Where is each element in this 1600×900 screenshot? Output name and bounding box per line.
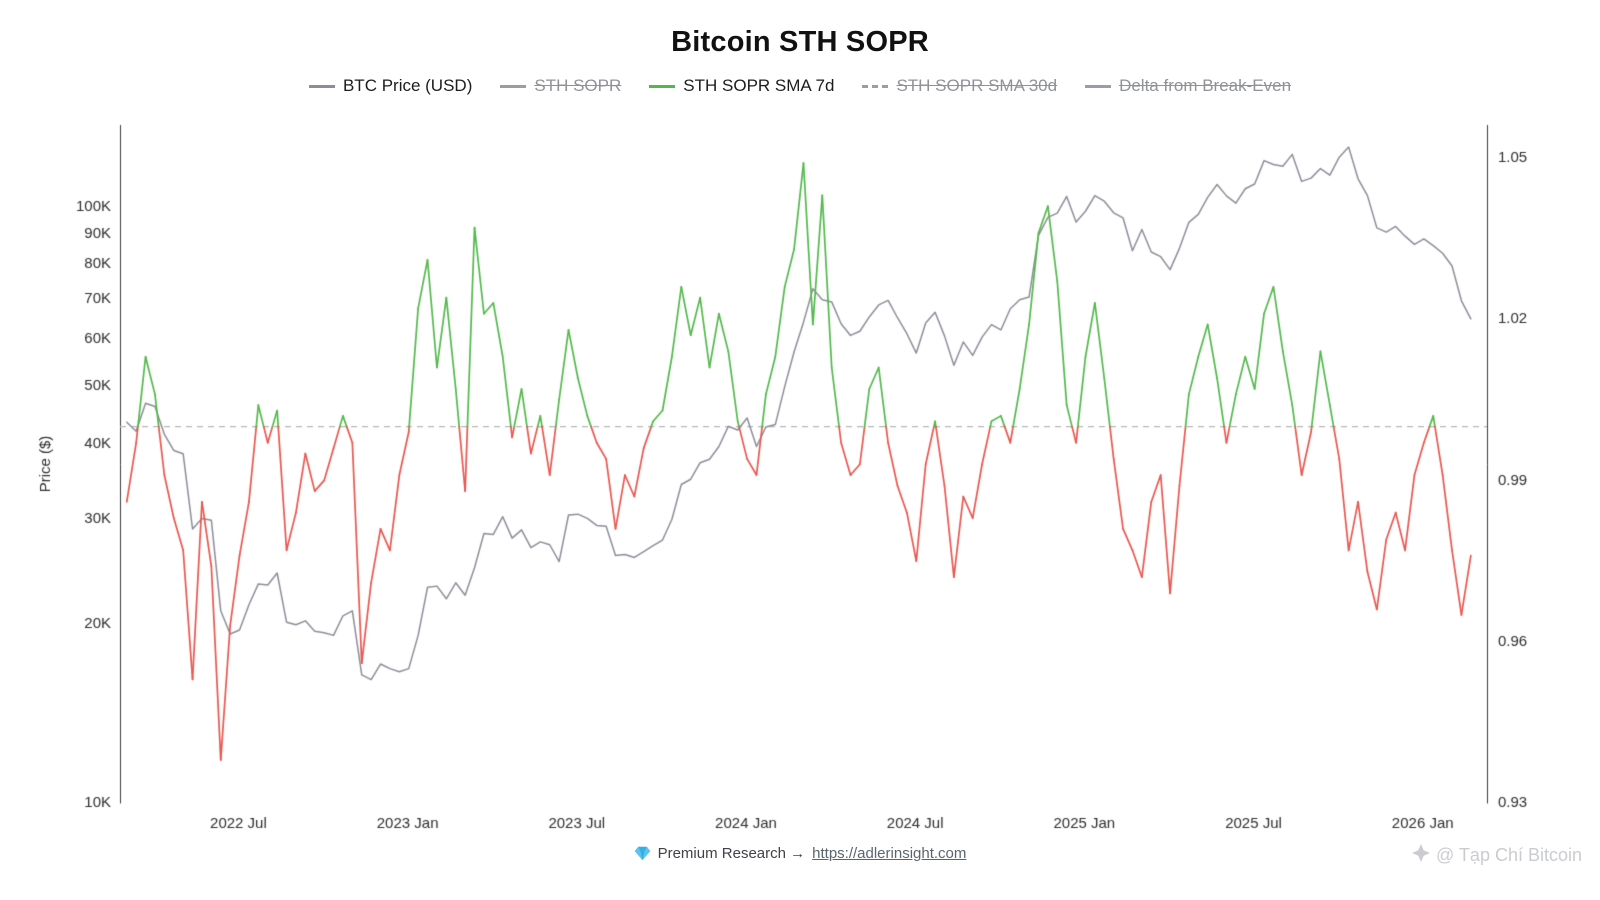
premium-research-link[interactable]: https://adlerinsight.com — [812, 845, 967, 862]
legend-item-delta-from-break-even[interactable]: Delta from Break-Even — [1085, 76, 1291, 96]
legend-item-btc-price[interactable]: BTC Price (USD) — [308, 76, 473, 96]
legend-label: Delta from Break-Even — [1119, 76, 1292, 95]
watermark: @ Tạp Chí Bitcoin — [1411, 844, 1582, 867]
legend-swatch-line-icon — [500, 84, 527, 88]
legend-swatch-line-icon — [649, 84, 676, 88]
legend-swatch-line-icon — [308, 84, 335, 88]
diamond-gem-icon — [634, 846, 651, 861]
legend-label: BTC Price (USD) — [342, 76, 473, 95]
tap-chi-bitcoin-logo-icon — [1411, 844, 1430, 867]
footer: Premium Research → https://adlerinsight.… — [0, 845, 1600, 862]
footer-text: Premium Research → — [657, 845, 806, 862]
legend-swatch-dashed-line-icon — [862, 84, 889, 88]
legend-label: STH SOPR — [534, 76, 622, 95]
legend-item-sth-sopr-sma-7d[interactable]: STH SOPR SMA 7d — [649, 76, 834, 96]
legend-item-sth-sopr[interactable]: STH SOPR — [500, 76, 621, 96]
legend-swatch-line-icon — [1085, 84, 1112, 88]
watermark-text: @ Tạp Chí Bitcoin — [1435, 845, 1582, 865]
legend-item-sth-sopr-sma-30d[interactable]: STH SOPR SMA 30d — [862, 76, 1057, 96]
legend-label: STH SOPR SMA 7d — [683, 76, 835, 95]
chart-legend: BTC Price (USD) STH SOPR STH SOPR SMA 7d… — [0, 76, 1600, 96]
chart-title: Bitcoin STH SOPR — [671, 26, 929, 58]
legend-label: STH SOPR SMA 30d — [896, 76, 1058, 95]
